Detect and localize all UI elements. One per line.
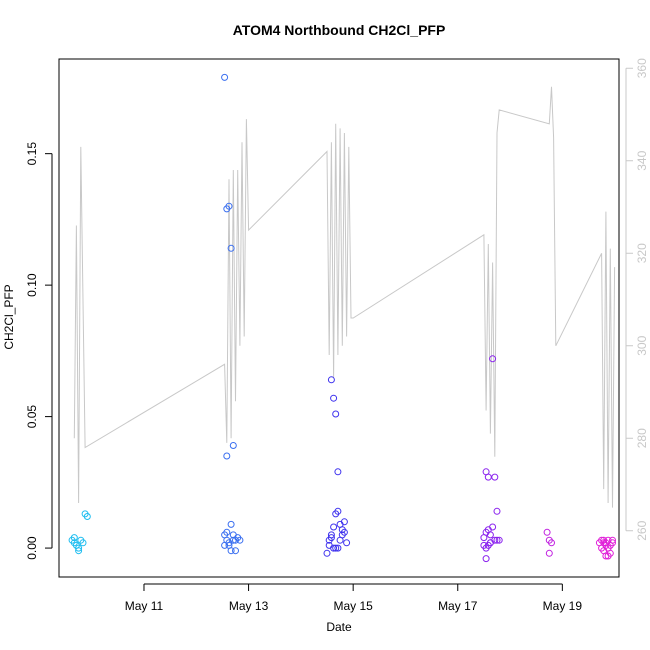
data-point <box>221 541 229 549</box>
data-point <box>223 528 231 536</box>
data-point <box>340 518 348 526</box>
data-point <box>343 539 351 547</box>
y-tick-label: 0.05 <box>25 405 39 429</box>
data-point <box>232 547 239 555</box>
data-point <box>83 513 91 520</box>
y-tick-label: 0.15 <box>25 142 39 166</box>
data-point <box>327 376 335 384</box>
x-axis-label: Date <box>326 620 352 634</box>
data-point <box>493 507 501 515</box>
data-point <box>486 539 494 547</box>
data-point <box>332 410 340 418</box>
data-point <box>229 442 237 449</box>
axes-layer: May 11 May 13 May 15 May 17 May 19 0.00 0.05 0.… <box>25 58 649 613</box>
data-point <box>227 547 235 555</box>
data-point <box>327 531 335 539</box>
x-tick-label: May 13 <box>229 599 269 613</box>
x-tick-label: May 17 <box>438 599 478 613</box>
y2-tick-label: 300 <box>635 335 649 355</box>
data-point <box>229 536 237 544</box>
data-point <box>609 536 616 544</box>
x-tick-label: May 15 <box>333 599 373 613</box>
data-point <box>70 534 78 542</box>
data-point <box>545 549 553 557</box>
plot-frame <box>58 58 620 578</box>
data-point <box>327 534 335 542</box>
data-point <box>493 536 501 544</box>
y-tick-label: 0.10 <box>25 273 39 297</box>
chart-title: ATOM4 Northbound CH2Cl_PFP <box>233 22 446 38</box>
data-point <box>491 473 499 481</box>
data-point <box>227 244 235 252</box>
data-point <box>225 202 233 210</box>
data-point <box>330 523 338 531</box>
data-point <box>223 452 231 460</box>
data-point <box>236 536 244 544</box>
data-point <box>221 73 229 81</box>
data-point <box>334 544 342 552</box>
data-point <box>227 520 235 528</box>
data-point <box>340 528 348 536</box>
y2-tick-label: 340 <box>635 150 649 170</box>
data-point <box>495 536 503 544</box>
x-tick-label: May 11 <box>125 599 164 613</box>
data-point <box>484 473 492 481</box>
data-point <box>489 355 497 363</box>
data-point <box>79 539 87 547</box>
data-point <box>486 531 494 539</box>
data-point <box>323 549 331 557</box>
y2-tick-label: 260 <box>635 520 649 540</box>
data-point <box>548 539 555 547</box>
y2-tick-label: 320 <box>635 243 649 263</box>
data-point <box>609 539 616 547</box>
data-point <box>482 555 490 563</box>
data-point <box>604 544 612 552</box>
data-point <box>75 547 83 555</box>
data-point <box>325 541 333 549</box>
data-point <box>489 523 497 531</box>
secondary-series-line <box>73 86 616 508</box>
data-point <box>334 507 342 515</box>
y2-tick-label: 280 <box>635 428 649 448</box>
y-axis-label: CH2Cl_PFP <box>2 284 16 349</box>
data-point <box>543 528 551 536</box>
data-point <box>332 544 340 552</box>
data-point <box>75 544 83 552</box>
y-tick-label: 0.00 <box>25 536 39 560</box>
x-tick-label: May 19 <box>543 599 583 613</box>
y2-tick-label: 360 <box>635 58 649 78</box>
data-point <box>330 394 338 402</box>
data-point <box>334 468 342 476</box>
data-points-layer <box>68 73 616 563</box>
secondary-line-layer <box>73 86 616 508</box>
